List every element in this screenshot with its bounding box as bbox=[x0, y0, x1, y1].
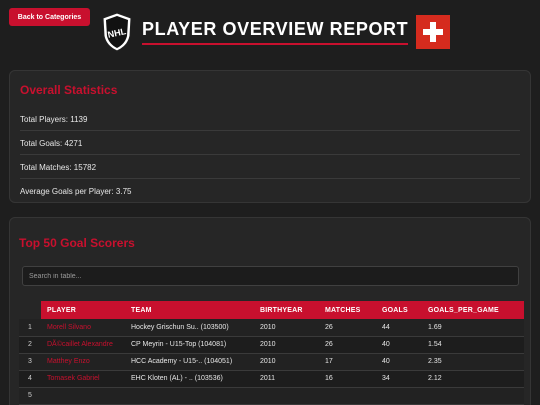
cell-index: 2 bbox=[19, 336, 41, 354]
cell-index: 5 bbox=[19, 387, 41, 405]
swiss-flag-icon bbox=[416, 15, 451, 49]
column-header-goals[interactable]: GOALS bbox=[376, 301, 422, 319]
cell-team bbox=[125, 387, 254, 405]
column-header-matches[interactable]: MATCHES bbox=[319, 301, 376, 319]
column-header-birthyear[interactable]: BIRTHYEAR bbox=[254, 301, 319, 319]
column-header-goals-per-game[interactable]: GOALS_PER_GAME bbox=[422, 301, 524, 319]
table-row[interactable]: 5 bbox=[19, 387, 524, 405]
cell-index: 1 bbox=[19, 319, 41, 337]
table-header-row: PLAYER TEAM BIRTHYEAR MATCHES GOALS GOAL… bbox=[19, 301, 524, 319]
stat-total-matches: Total Matches: 15782 bbox=[20, 155, 520, 179]
overall-statistics-card: Overall Statistics Total Players: 1139 T… bbox=[9, 70, 531, 203]
cell-goals-per-game: 2.35 bbox=[422, 353, 524, 371]
cell-matches: 26 bbox=[319, 319, 376, 337]
cell-matches: 26 bbox=[319, 336, 376, 354]
cell-team: EHC Kloten (AL) - .. (103536) bbox=[125, 370, 254, 388]
overall-statistics-title: Overall Statistics bbox=[20, 83, 118, 97]
cell-goals: 40 bbox=[376, 353, 422, 371]
cell-birthyear: 2010 bbox=[254, 353, 319, 371]
cell-player[interactable]: Morell Silvano bbox=[41, 319, 125, 337]
cell-goals-per-game: 2.12 bbox=[422, 370, 524, 388]
table-row[interactable]: 3 Matthey Enzo HCC Academy - U15-.. (104… bbox=[19, 353, 524, 371]
top-scorers-title: Top 50 Goal Scorers bbox=[19, 236, 135, 250]
cell-team: Hockey Grischun Su.. (103500) bbox=[125, 319, 254, 337]
cell-index: 3 bbox=[19, 353, 41, 371]
cell-player[interactable]: Matthey Enzo bbox=[41, 353, 125, 371]
cell-player[interactable]: Tomasek Gabriel bbox=[41, 370, 125, 388]
cell-matches bbox=[319, 387, 376, 405]
column-header-player[interactable]: PLAYER bbox=[41, 301, 125, 319]
cell-team: HCC Academy - U15-.. (104051) bbox=[125, 353, 254, 371]
column-header-team[interactable]: TEAM bbox=[125, 301, 254, 319]
table-row[interactable]: 2 DÃ©caillet Alexandre CP Meyrin - U15-T… bbox=[19, 336, 524, 354]
cell-birthyear: 2011 bbox=[254, 370, 319, 388]
top-scorers-card: Top 50 Goal Scorers PLAYER TEAM BIRTHYEA… bbox=[9, 217, 531, 405]
cell-team: CP Meyrin - U15-Top (104081) bbox=[125, 336, 254, 354]
cell-birthyear bbox=[254, 387, 319, 405]
table-row[interactable]: 1 Morell Silvano Hockey Grischun Su.. (1… bbox=[19, 319, 524, 337]
cell-goals: 44 bbox=[376, 319, 422, 337]
cell-matches: 17 bbox=[319, 353, 376, 371]
cell-goals: 34 bbox=[376, 370, 422, 388]
cell-index: 4 bbox=[19, 370, 41, 388]
page-title: PLAYER OVERVIEW REPORT bbox=[142, 19, 409, 45]
cell-goals-per-game: 1.54 bbox=[422, 336, 524, 354]
nhl-logo-icon: NHL bbox=[102, 12, 132, 52]
page-header: NHL PLAYER OVERVIEW REPORT bbox=[100, 12, 451, 52]
table-row[interactable]: 4 Tomasek Gabriel EHC Kloten (AL) - .. (… bbox=[19, 370, 524, 388]
cell-goals-per-game bbox=[422, 387, 524, 405]
cell-birthyear: 2010 bbox=[254, 319, 319, 337]
cell-matches: 16 bbox=[319, 370, 376, 388]
cell-goals bbox=[376, 387, 422, 405]
stat-total-players: Total Players: 1139 bbox=[20, 107, 520, 131]
column-header-index[interactable] bbox=[19, 301, 41, 319]
cell-goals: 40 bbox=[376, 336, 422, 354]
stat-total-goals: Total Goals: 4271 bbox=[20, 131, 520, 155]
table-search-input[interactable] bbox=[22, 266, 519, 286]
svg-text:NHL: NHL bbox=[107, 26, 128, 40]
top-scorers-table: PLAYER TEAM BIRTHYEAR MATCHES GOALS GOAL… bbox=[19, 301, 524, 405]
cell-player[interactable]: DÃ©caillet Alexandre bbox=[41, 336, 125, 354]
back-to-categories-button[interactable]: Back to Categories bbox=[9, 8, 90, 26]
cell-birthyear: 2010 bbox=[254, 336, 319, 354]
cell-player[interactable] bbox=[41, 387, 125, 405]
stat-average-goals: Average Goals per Player: 3.75 bbox=[20, 187, 132, 196]
cell-goals-per-game: 1.69 bbox=[422, 319, 524, 337]
